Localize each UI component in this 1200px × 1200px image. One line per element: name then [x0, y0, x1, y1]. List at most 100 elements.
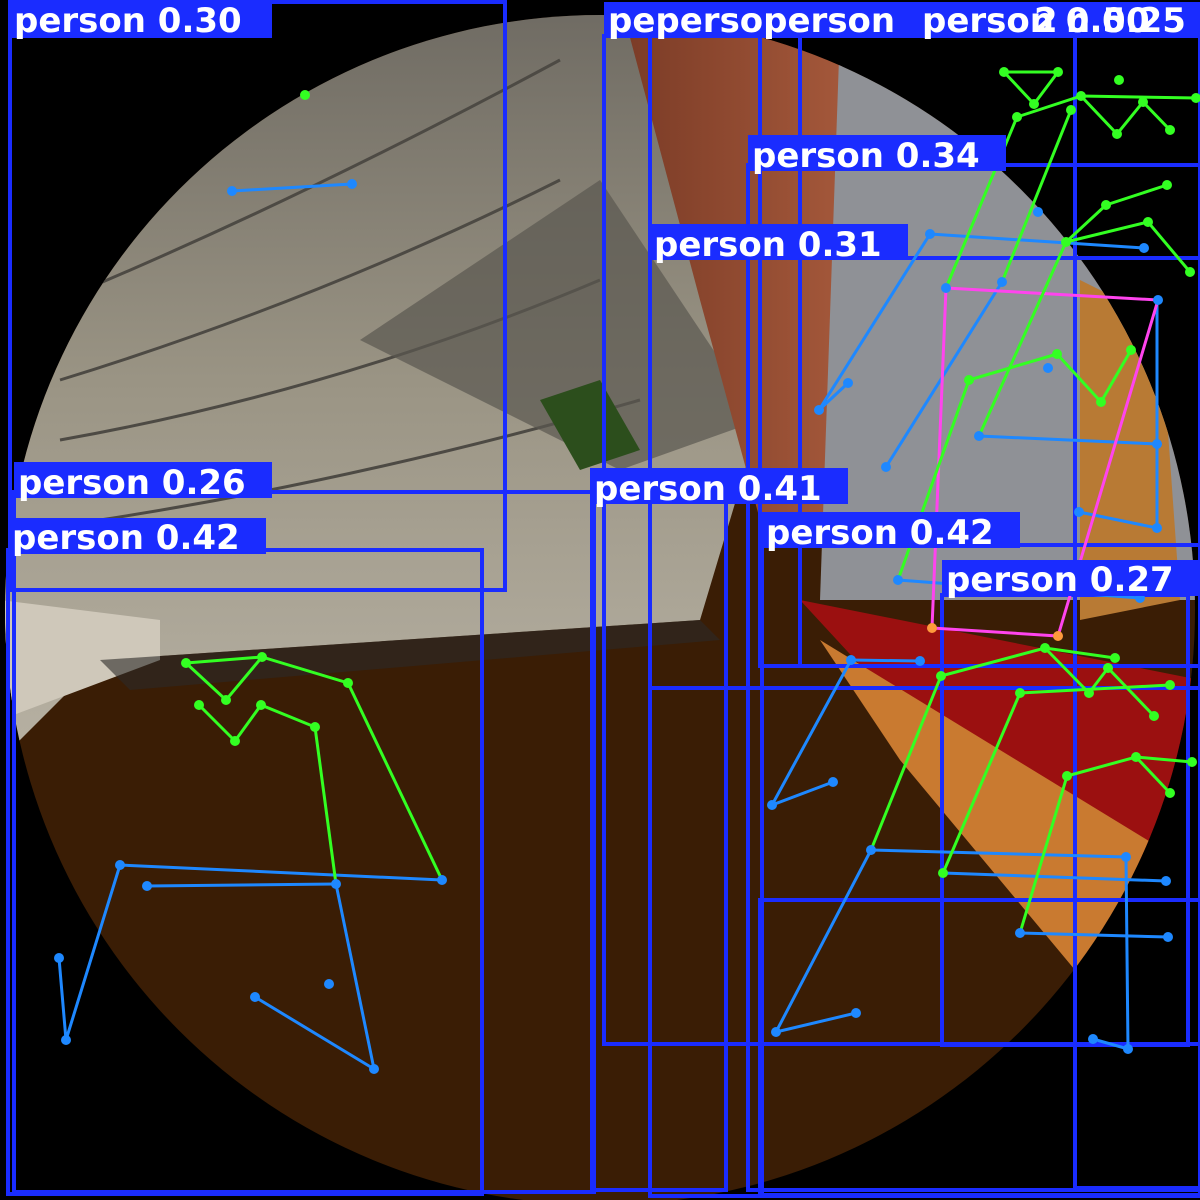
keypoint: [1101, 200, 1111, 210]
keypoint: [1053, 631, 1063, 641]
keypoint: [250, 992, 260, 1002]
detection-label: pepersoperson: [608, 1, 895, 41]
limb: [929, 232, 1145, 250]
orange-bench: [820, 640, 1180, 1000]
keypoint: [1163, 932, 1173, 942]
limb: [869, 675, 943, 851]
label-bg: [14, 462, 272, 498]
limb: [1019, 683, 1171, 695]
detection-label: 2: [1034, 1, 1058, 41]
keypoint: [881, 462, 891, 472]
keypoint: [1138, 97, 1148, 107]
label-bg: [8, 518, 266, 554]
limb: [977, 241, 1068, 437]
limb: [850, 658, 921, 663]
keypoint: [1191, 93, 1200, 103]
detection-label: person 0.50: [922, 1, 1150, 41]
keypoint: [1185, 267, 1195, 277]
keypoint: [369, 1064, 379, 1074]
label-bg: [10, 2, 272, 38]
ceiling-seam: [59, 58, 561, 302]
limb: [1105, 183, 1168, 207]
plant: [540, 380, 640, 470]
keypoint: [221, 695, 231, 705]
floor-edge: [100, 620, 720, 690]
keypoint: [1052, 349, 1062, 359]
keypoint: [893, 575, 903, 585]
keypoint: [1015, 688, 1025, 698]
detection-label: person 0.42: [12, 518, 240, 558]
detection-labels: person 0.30 person 0.26 person 0.42 pers…: [8, 1, 1200, 600]
keypoint: [974, 431, 984, 441]
keypoint: [1012, 112, 1022, 122]
keypoint: [437, 875, 447, 885]
keypoint: [324, 979, 334, 989]
label-bg: [942, 560, 1200, 596]
keypoint: [256, 700, 266, 710]
keypoint: [1040, 643, 1050, 653]
keypoint: [1139, 243, 1149, 253]
detection-label: person 0.34: [752, 136, 980, 176]
limb: [146, 882, 337, 888]
limb: [1079, 94, 1172, 137]
keypoint: [771, 1027, 781, 1037]
detection-label: person 0.31: [654, 225, 882, 265]
keypoint: [1112, 129, 1122, 139]
keypoint: [938, 868, 948, 878]
limb: [1016, 94, 1197, 119]
keypoint: [1074, 507, 1084, 517]
keypoint: [964, 375, 974, 385]
keypoint: [941, 283, 951, 293]
keypoint: [1165, 680, 1175, 690]
keypoint: [925, 229, 935, 239]
keypoint: [1161, 876, 1171, 886]
label-bg: [762, 512, 1020, 548]
left-wall: [5, 600, 160, 720]
ceiling-seam: [59, 178, 561, 382]
detection-label: person 0.26: [18, 463, 246, 503]
limb: [1018, 775, 1069, 934]
detection-label: person 0.41: [594, 469, 822, 509]
limb: [941, 692, 1022, 874]
keypoint: [1152, 523, 1162, 533]
limb: [870, 848, 1127, 859]
keypoint: [999, 67, 1009, 77]
keypoint: [1162, 180, 1172, 190]
keypoint: [1131, 752, 1141, 762]
limb: [185, 655, 444, 881]
keypoint: [927, 623, 937, 633]
keypoint: [846, 655, 856, 665]
limb: [1060, 203, 1192, 273]
limb: [1134, 755, 1172, 795]
limb: [119, 863, 443, 882]
limb: [1019, 931, 1169, 939]
keypoint: [61, 1035, 71, 1045]
keypoint: [181, 658, 191, 668]
keypoint: [814, 405, 824, 415]
keypoint: [1043, 363, 1053, 373]
keypoint: [843, 378, 853, 388]
keypoint: [300, 90, 310, 100]
label-bg: [590, 468, 848, 504]
keypoints: [54, 67, 1200, 1074]
keypoint: [1123, 1044, 1133, 1054]
keypoint: [1076, 91, 1086, 101]
detection-label: person 0.27: [946, 560, 1174, 600]
keypoint: [1110, 653, 1120, 663]
keypoint: [767, 800, 777, 810]
keypoint: [257, 652, 267, 662]
limb: [1000, 109, 1073, 283]
keypoint: [347, 179, 357, 189]
keypoint: [866, 845, 876, 855]
keypoint: [1053, 67, 1063, 77]
detection-label: person 0.30: [14, 1, 242, 41]
limb: [968, 349, 1133, 405]
limb: [231, 182, 353, 193]
detection-label: n 0.25: [1066, 1, 1186, 41]
keypoint: [1152, 439, 1162, 449]
keypoint: [1143, 217, 1153, 227]
limb: [978, 434, 1158, 446]
keypoint: [997, 277, 1007, 287]
keypoint: [1096, 397, 1106, 407]
